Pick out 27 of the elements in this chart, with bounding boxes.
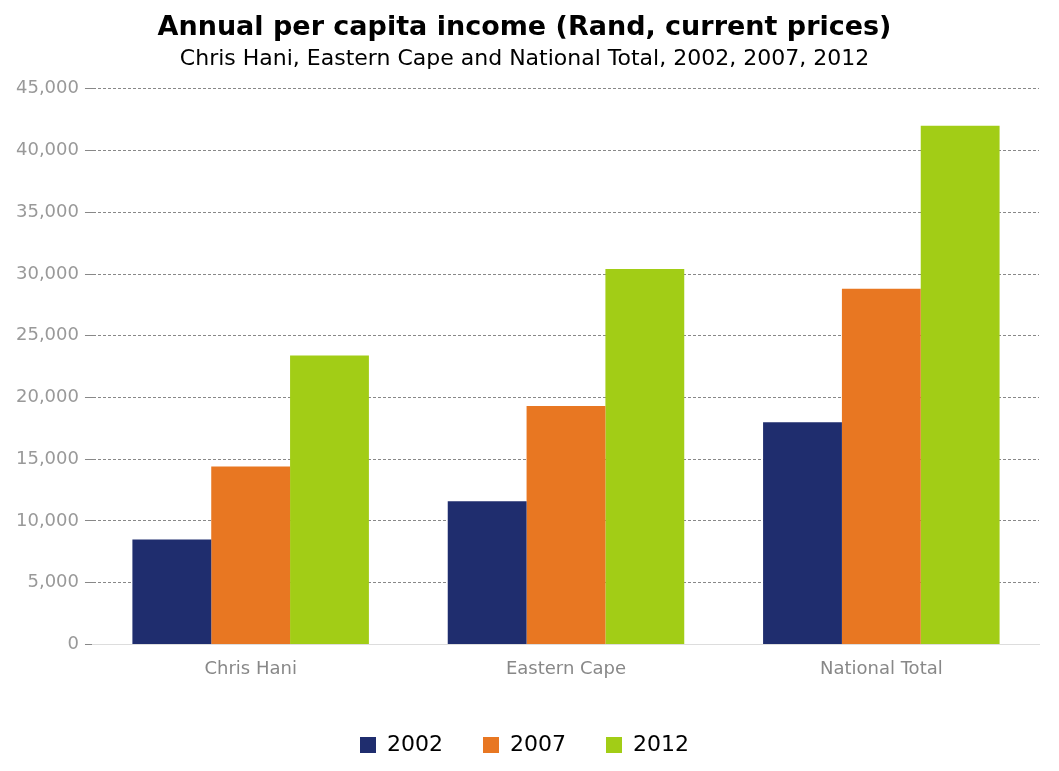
y-tick-label: 35,000 <box>16 199 79 221</box>
x-tick-label: Chris Hani <box>204 656 297 678</box>
legend-label: 2012 <box>632 730 689 756</box>
y-tick-label: 20,000 <box>16 385 79 407</box>
bar <box>132 539 212 644</box>
y-tick-label: 10,000 <box>16 508 79 530</box>
x-tick-label: National Total <box>819 656 943 678</box>
bar <box>841 288 921 644</box>
y-tick-label: 30,000 <box>16 261 79 283</box>
bar <box>447 501 527 644</box>
y-tick-label: 25,000 <box>16 323 79 345</box>
legend-label: 2002 <box>387 730 444 756</box>
bar <box>605 269 685 644</box>
bar <box>211 466 291 644</box>
bar <box>290 355 369 644</box>
bar <box>763 422 842 644</box>
y-tick-label: 45,000 <box>16 76 79 98</box>
legend-label: 2007 <box>510 730 567 756</box>
y-tick-label: 15,000 <box>16 446 79 468</box>
y-tick-label: 0 <box>67 632 79 654</box>
bar <box>526 406 606 644</box>
chart-subtitle: Chris Hani, Eastern Cape and National Total, 2002, 2007, 2012 <box>179 45 870 71</box>
bar <box>920 125 1000 644</box>
y-tick-label: 40,000 <box>16 138 79 160</box>
y-tick-label: 5,000 <box>27 570 79 592</box>
x-tick-label: Eastern Cape <box>505 656 627 678</box>
chart-title: Annual per capita income (Rand, current prices) <box>157 10 892 42</box>
